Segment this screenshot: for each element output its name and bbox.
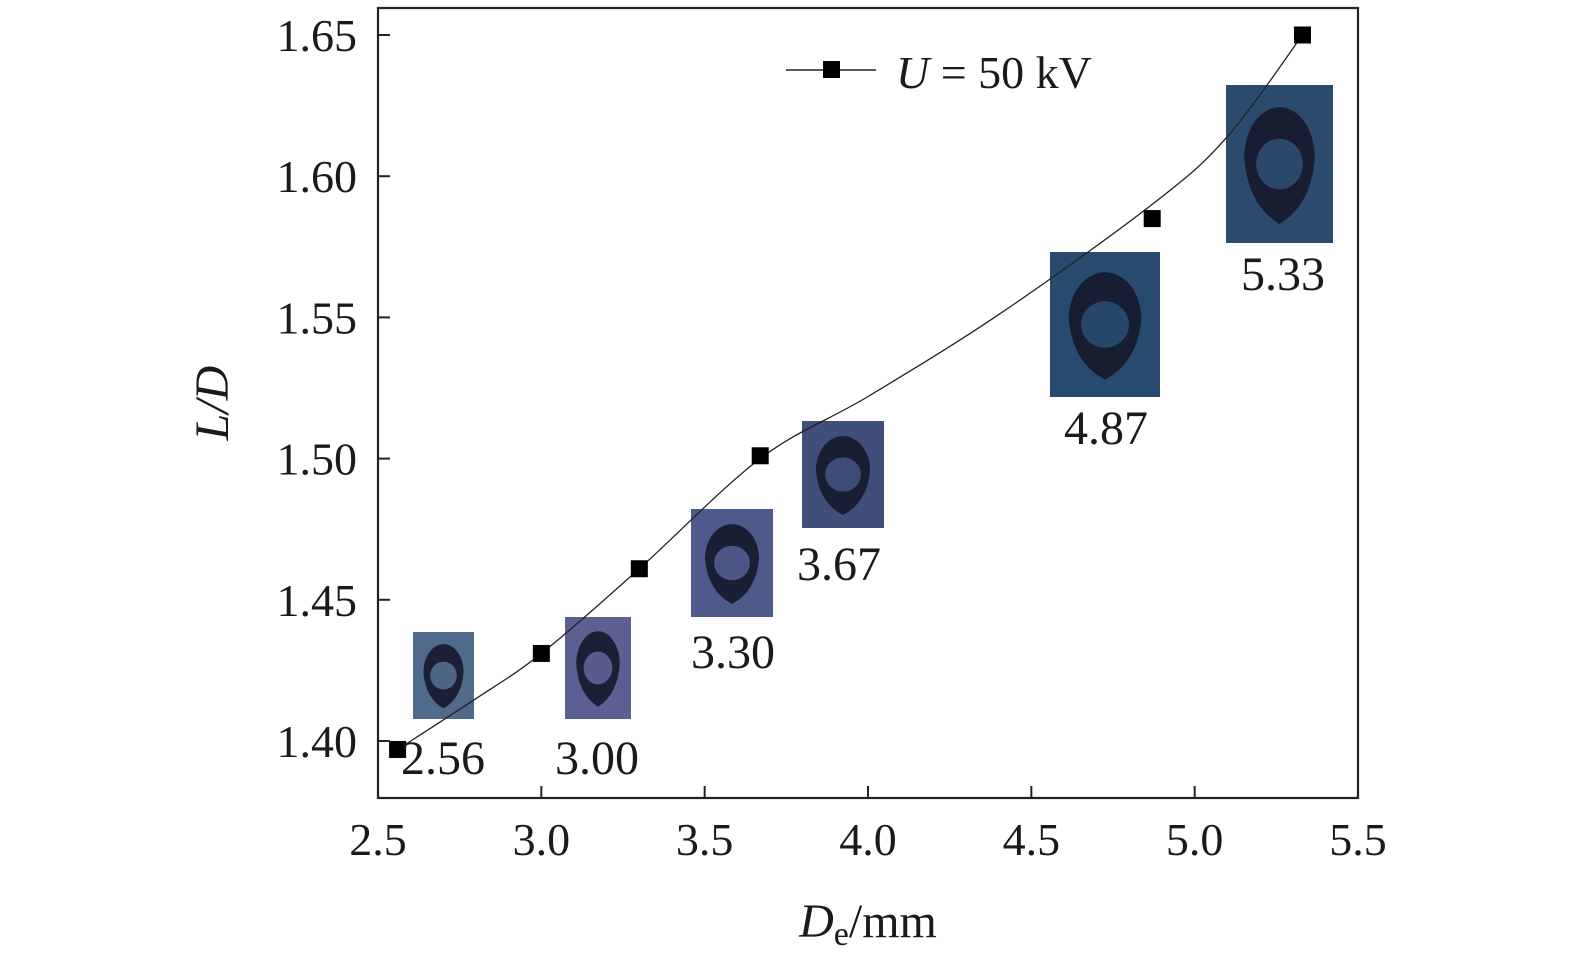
droplet-diameter-label: 2.56	[401, 732, 485, 785]
axis-ticks: 2.5 3.0 3.5 4.0 4.5 5.0 5.5 1.40 1.45 1.50 1.55 1.6…	[277, 10, 1387, 865]
droplet-photo	[565, 617, 631, 719]
x-tick-label: 3.0	[513, 814, 571, 865]
x-tick-label: 4.0	[839, 814, 897, 865]
data-point	[1293, 26, 1311, 44]
data-point	[532, 644, 550, 662]
droplet-diameter-label: 5.33	[1241, 248, 1325, 301]
droplet-photo	[691, 509, 773, 617]
data-point	[389, 740, 407, 758]
droplet-diameter-label: 3.67	[797, 538, 881, 591]
y-tick-label: 1.45	[277, 575, 358, 626]
droplet-photo	[413, 632, 474, 719]
y-tick-label: 1.60	[277, 151, 358, 202]
droplet-diameter-label: 3.30	[691, 626, 775, 679]
x-tick-label: 5.5	[1329, 814, 1387, 865]
data-point	[1143, 210, 1161, 228]
data-point	[630, 560, 648, 578]
y-tick-label: 1.40	[277, 716, 358, 767]
y-tick-label: 1.65	[277, 10, 358, 61]
y-tick-label: 1.50	[277, 434, 358, 485]
x-axis-title: De/mm	[798, 895, 937, 953]
x-tick-label: 4.5	[1003, 814, 1061, 865]
data-point	[751, 447, 769, 465]
x-tick-label: 2.5	[349, 814, 407, 865]
droplet-photo	[1050, 252, 1160, 397]
y-axis-title: L/D	[186, 366, 239, 442]
annotation-labels: 2.56 3.00 3.30 3.67 4.87 5.33	[401, 248, 1325, 785]
legend-label: U = 50 kV	[896, 47, 1092, 98]
data-points	[389, 26, 1311, 758]
legend: U = 50 kV	[786, 47, 1092, 98]
droplet-images	[413, 85, 1333, 719]
y-tick-label: 1.55	[277, 292, 358, 343]
droplet-diameter-label: 3.00	[555, 732, 639, 785]
droplet-photo	[802, 421, 884, 528]
legend-marker	[823, 61, 840, 78]
fit-curve	[397, 34, 1304, 751]
x-tick-label: 3.5	[676, 814, 734, 865]
x-tick-label: 5.0	[1166, 814, 1224, 865]
droplet-diameter-label: 4.87	[1064, 402, 1148, 455]
plot-frame	[376, 6, 1360, 800]
droplet-photo	[1226, 85, 1333, 243]
